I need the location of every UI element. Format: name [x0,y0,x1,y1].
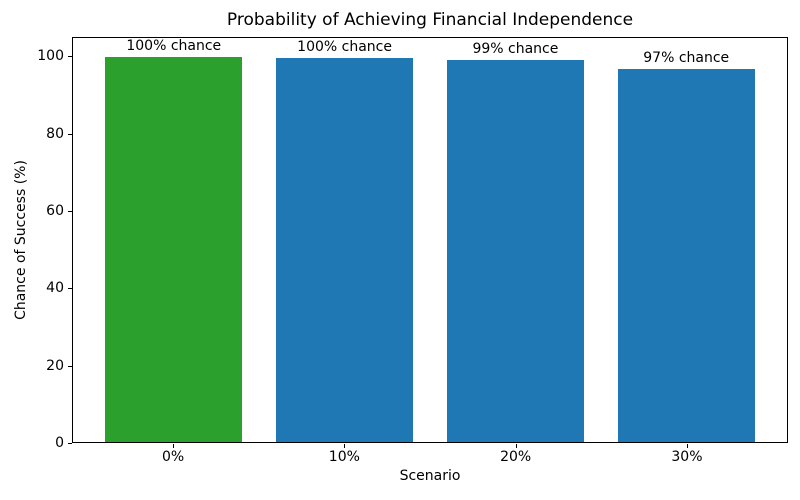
x-tick-mark [173,444,175,448]
bar-value-label: 100% chance [297,39,392,56]
chart-title: Probability of Achieving Financial Indep… [226,10,634,30]
y-tick-mark [68,133,72,135]
bar-value-label: 97% chance [643,50,730,67]
y-tick-label: 0 [55,435,64,451]
y-tick-mark [68,443,72,444]
y-tick-mark [68,365,72,367]
y-axis: 0 20 40 60 80 100 [0,37,64,450]
x-tick-label: 0% [161,449,185,465]
y-tick-label: 60 [46,203,64,219]
bar-20% [447,60,584,442]
y-tick-label: 80 [46,125,64,142]
y-tick-label: 100 [37,48,64,65]
plot-area: 100% chance 100% chance 99% chance 97% chan… [72,37,788,443]
y-tick-mark [68,288,72,290]
y-tick-label: 40 [46,280,64,297]
bar-30% [617,69,755,442]
x-axis-label: Scenario [399,468,461,484]
x-tick-mark [515,444,517,448]
y-tick-label: 20 [46,357,64,374]
bar-value-label: 99% chance [472,41,559,58]
x-tick-label: 30% [671,449,703,465]
x-tick-mark [344,444,346,448]
bar-value-label: 100% chance [126,38,222,55]
bar-10% [276,58,413,442]
x-axis: 0% 10% 20% 30% [72,449,788,467]
y-tick-mark [68,56,72,58]
x-tick-label: 20% [500,449,532,465]
y-tick-mark [68,211,72,212]
x-tick-label: 10% [328,449,360,465]
bar-0% [105,57,243,442]
x-tick-mark [686,444,688,448]
